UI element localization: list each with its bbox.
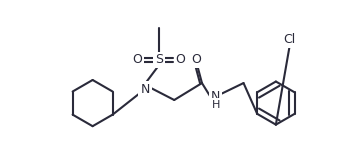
Text: S: S xyxy=(155,53,163,66)
Text: Cl: Cl xyxy=(284,33,296,46)
Text: O: O xyxy=(175,53,186,66)
Text: N: N xyxy=(140,83,150,96)
Text: H: H xyxy=(212,100,220,110)
Text: O: O xyxy=(132,53,142,66)
Text: O: O xyxy=(191,53,201,66)
Text: N: N xyxy=(211,90,220,103)
